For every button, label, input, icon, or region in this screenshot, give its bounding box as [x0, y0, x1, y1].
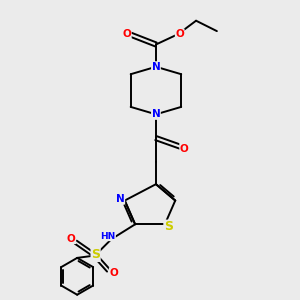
Text: O: O	[67, 234, 76, 244]
Text: S: S	[91, 248, 100, 261]
Text: N: N	[152, 109, 160, 119]
Text: O: O	[175, 29, 184, 39]
Text: O: O	[122, 29, 131, 39]
Text: S: S	[164, 220, 173, 233]
Text: N: N	[152, 62, 160, 72]
Text: N: N	[116, 194, 125, 204]
Text: HN: HN	[100, 232, 116, 241]
Text: O: O	[180, 143, 189, 154]
Text: O: O	[110, 268, 118, 278]
